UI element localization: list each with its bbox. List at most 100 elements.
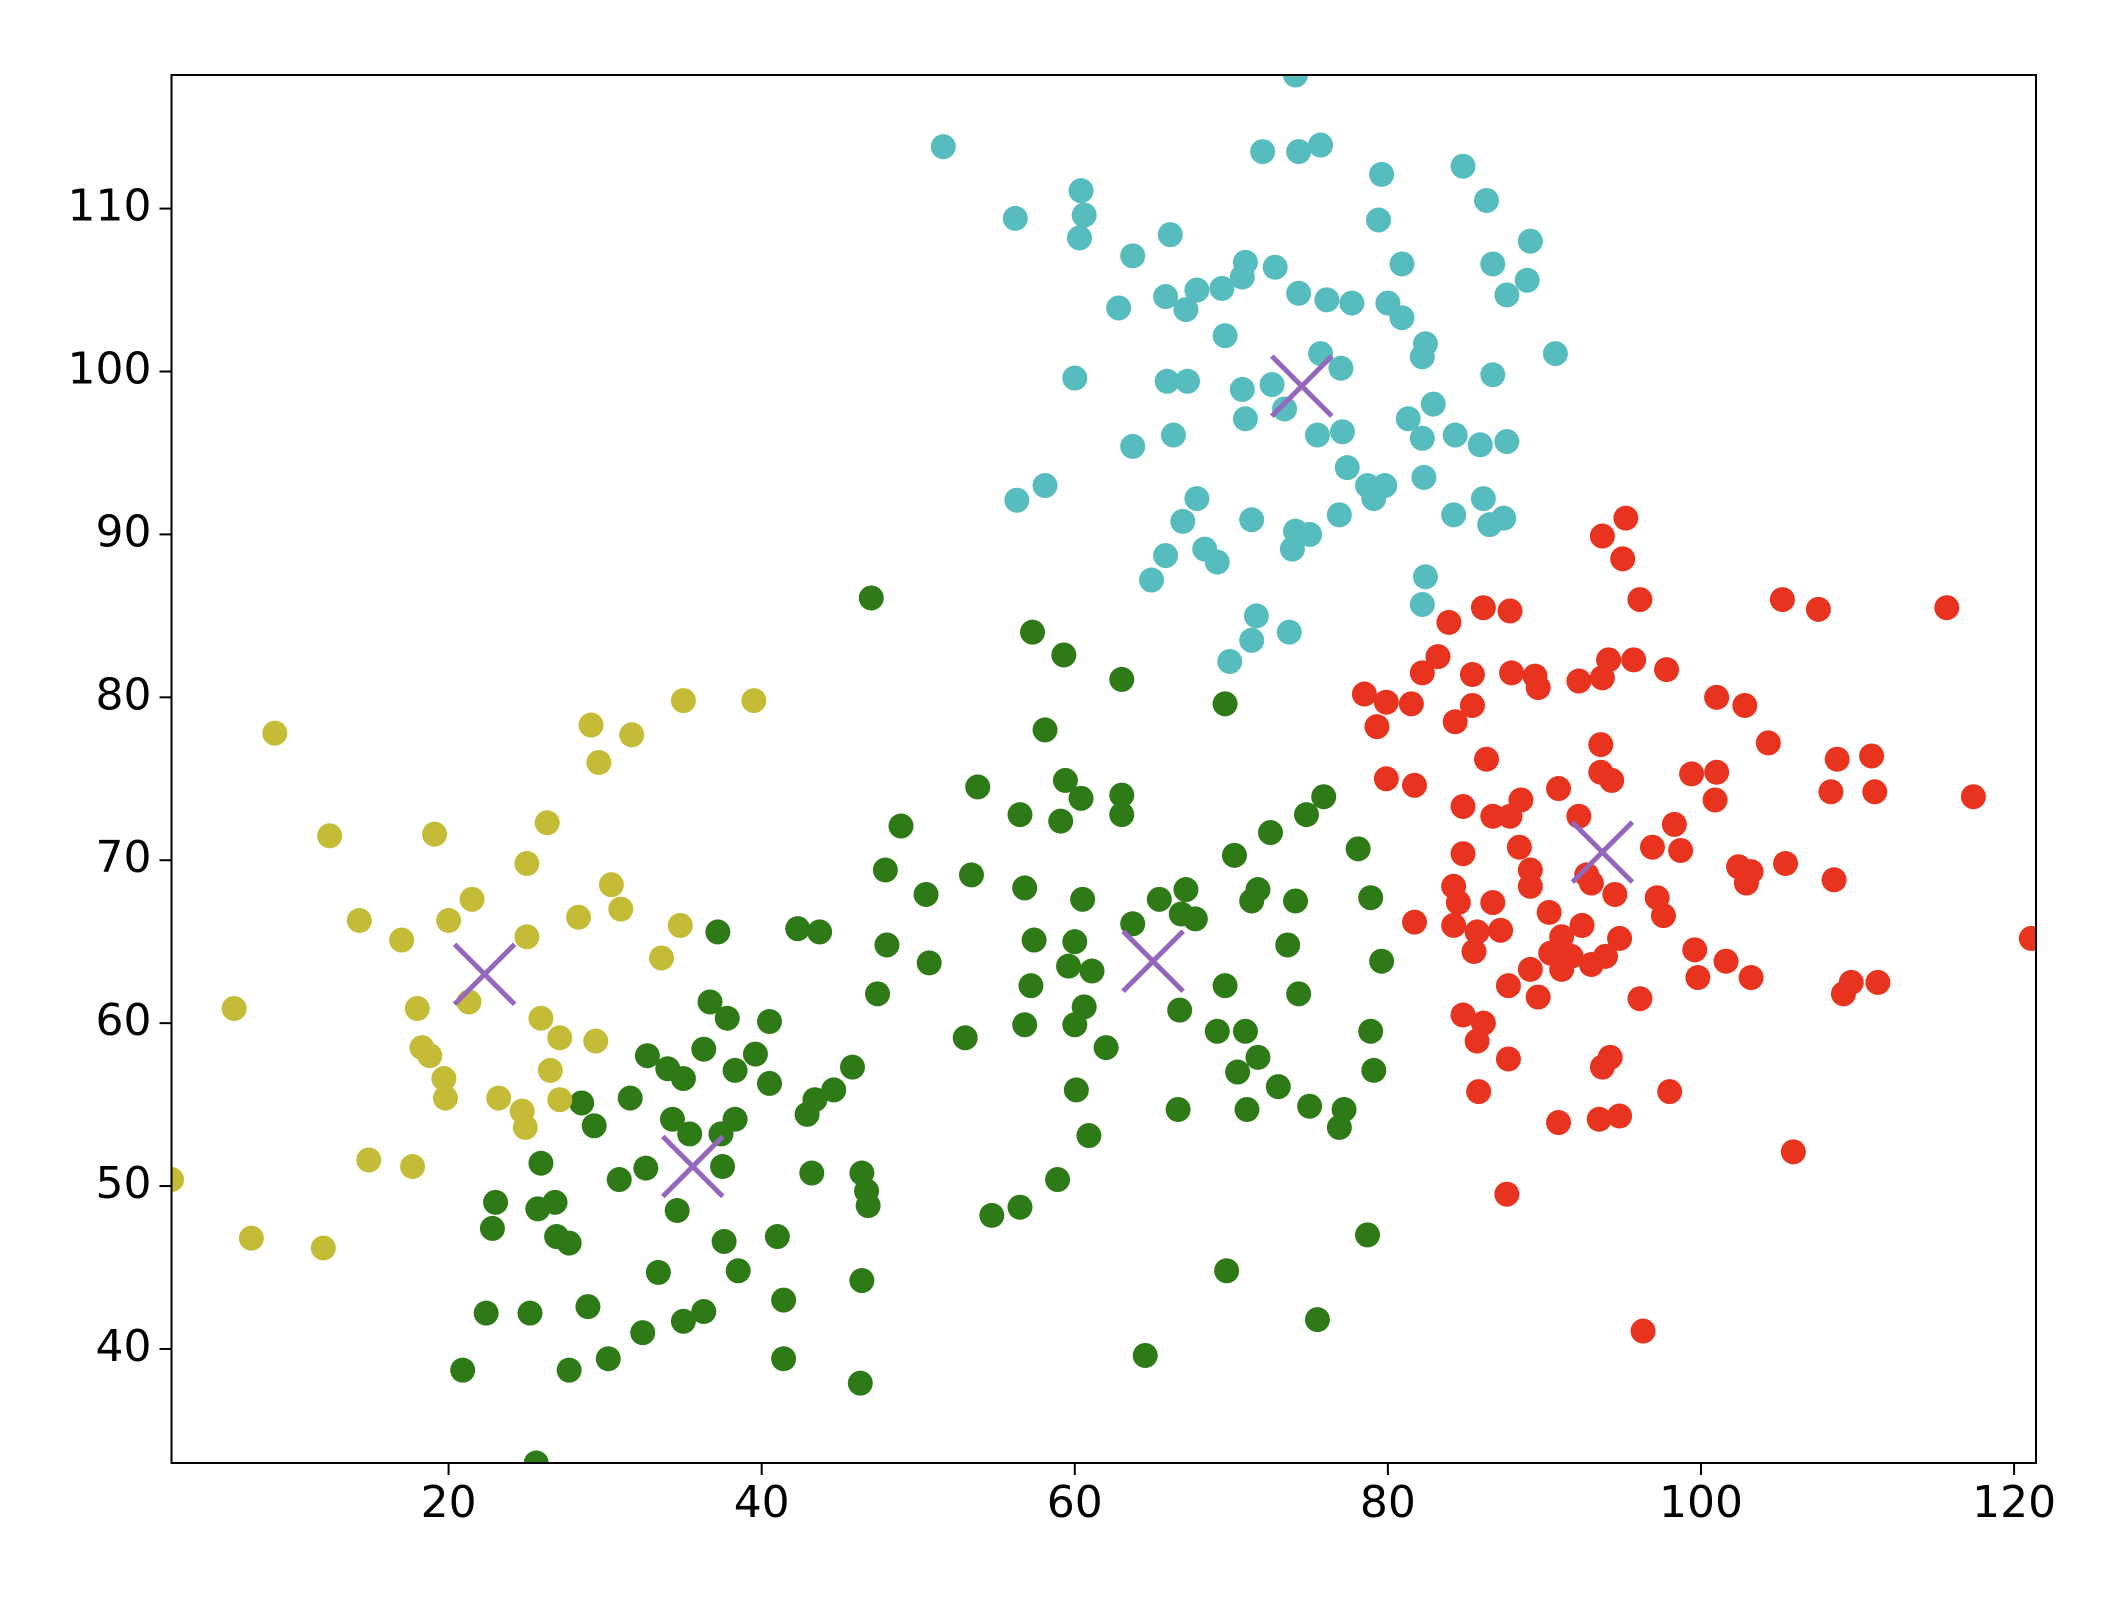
- y-tick-label: 50: [96, 1158, 152, 1209]
- point: [1517, 873, 1543, 899]
- point: [1329, 419, 1355, 445]
- point: [1865, 969, 1891, 995]
- point: [1175, 368, 1201, 394]
- point: [1586, 1106, 1612, 1132]
- point: [595, 1346, 621, 1372]
- point: [722, 1057, 748, 1083]
- point: [1488, 917, 1514, 943]
- point: [799, 1160, 825, 1186]
- point: [512, 1114, 538, 1140]
- point: [1621, 647, 1647, 673]
- point: [1012, 875, 1038, 901]
- point: [771, 1346, 797, 1372]
- point: [1755, 730, 1781, 756]
- point: [1154, 368, 1180, 394]
- point: [431, 1066, 457, 1092]
- centroid-marker: [1121, 929, 1185, 994]
- point: [1369, 948, 1395, 974]
- point: [691, 1298, 717, 1324]
- point: [1358, 1018, 1384, 1044]
- point: [1062, 929, 1088, 955]
- point: [1780, 1139, 1806, 1165]
- point: [1048, 808, 1074, 834]
- point: [1402, 772, 1427, 798]
- point: [1214, 1258, 1240, 1284]
- point: [1459, 662, 1485, 688]
- point: [659, 1106, 685, 1132]
- point: [1243, 603, 1269, 629]
- point: [1132, 1342, 1158, 1368]
- point: [1334, 455, 1360, 481]
- point: [1002, 205, 1028, 231]
- x-tick-label: 40: [734, 1477, 790, 1528]
- point: [1109, 802, 1135, 828]
- point: [459, 886, 485, 912]
- point: [1239, 627, 1265, 653]
- point: [1308, 341, 1334, 367]
- point: [1450, 1002, 1476, 1028]
- point: [1283, 888, 1309, 914]
- point: [1733, 870, 1759, 896]
- point: [1773, 850, 1799, 876]
- point: [1536, 899, 1562, 925]
- point: [1578, 951, 1604, 977]
- point: [913, 881, 939, 907]
- point: [757, 1070, 783, 1096]
- point: [670, 1308, 696, 1334]
- point: [1272, 396, 1298, 422]
- y-tick-label: 60: [96, 995, 152, 1046]
- point: [1229, 264, 1255, 290]
- point: [742, 1041, 768, 1067]
- point: [633, 1155, 659, 1181]
- point: [1259, 372, 1285, 398]
- point: [965, 774, 991, 800]
- point: [1021, 927, 1047, 953]
- point: [1499, 660, 1525, 686]
- point: [1079, 958, 1105, 984]
- point: [677, 1121, 703, 1147]
- point: [807, 919, 833, 945]
- point: [1441, 912, 1467, 938]
- y-tick-label: 80: [96, 669, 152, 720]
- point: [1569, 912, 1595, 938]
- point: [1546, 776, 1572, 802]
- point: [547, 1087, 573, 1113]
- x-tick-label: 80: [1360, 1477, 1416, 1528]
- centroid-marker: [1270, 354, 1334, 418]
- point: [1480, 362, 1506, 388]
- point: [1007, 1194, 1033, 1220]
- point: [1275, 932, 1301, 958]
- point: [1221, 842, 1247, 868]
- point: [1217, 648, 1243, 674]
- point: [1109, 782, 1135, 808]
- point: [1234, 1096, 1260, 1122]
- point: [1373, 689, 1399, 715]
- point: [757, 1009, 783, 1035]
- point: [528, 1005, 554, 1031]
- point: [1480, 803, 1506, 829]
- point: [1355, 1222, 1381, 1248]
- point: [1257, 820, 1283, 846]
- point: [1588, 732, 1614, 758]
- point: [569, 1090, 595, 1116]
- point: [1279, 536, 1305, 562]
- point: [872, 857, 898, 883]
- point: [1167, 997, 1193, 1023]
- point: [1412, 564, 1438, 590]
- point: [1138, 567, 1164, 593]
- point: [1262, 254, 1288, 280]
- point: [1738, 965, 1764, 991]
- point: [1627, 986, 1653, 1012]
- point: [619, 722, 645, 748]
- point: [1056, 953, 1082, 979]
- point: [479, 1215, 505, 1241]
- point: [1311, 784, 1337, 810]
- y-tick-label: 110: [68, 181, 152, 232]
- point: [432, 1085, 458, 1111]
- point: [389, 927, 415, 953]
- point: [670, 688, 696, 714]
- point: [1480, 251, 1506, 277]
- point: [1549, 956, 1575, 982]
- point: [1170, 508, 1196, 534]
